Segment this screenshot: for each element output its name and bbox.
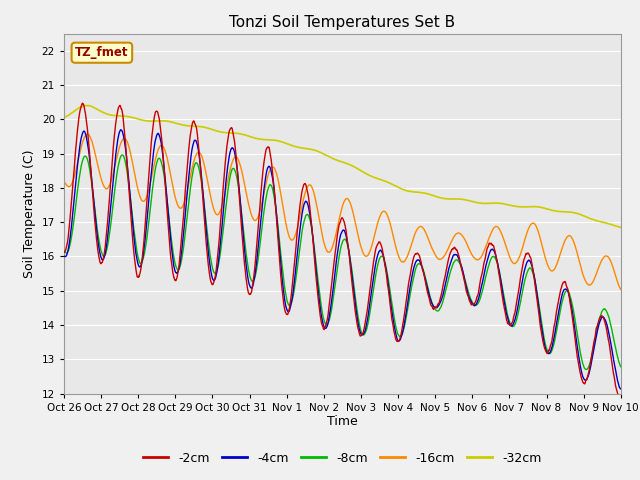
Text: TZ_fmet: TZ_fmet bbox=[75, 46, 129, 59]
Legend: -2cm, -4cm, -8cm, -16cm, -32cm: -2cm, -4cm, -8cm, -16cm, -32cm bbox=[138, 447, 547, 469]
Y-axis label: Soil Temperature (C): Soil Temperature (C) bbox=[23, 149, 36, 278]
X-axis label: Time: Time bbox=[327, 415, 358, 429]
Title: Tonzi Soil Temperatures Set B: Tonzi Soil Temperatures Set B bbox=[229, 15, 456, 30]
